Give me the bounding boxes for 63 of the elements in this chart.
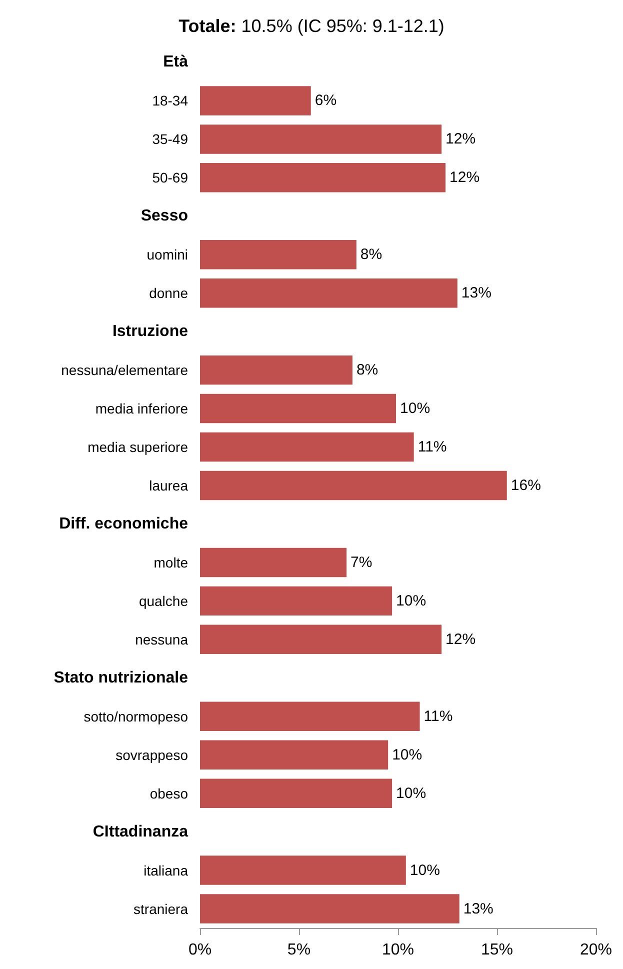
bar — [200, 624, 442, 654]
y-tick-label: straniera — [134, 900, 188, 917]
y-tick-label: laurea — [149, 478, 188, 494]
y-tick-label: media superiore — [88, 439, 188, 456]
data-label: 12% — [450, 169, 480, 186]
data-label: 12% — [446, 130, 476, 148]
bar — [200, 394, 396, 424]
bar — [200, 548, 347, 578]
y-tick-label: CIttadinanza — [92, 823, 188, 840]
y-tick-label: sovrappeso — [116, 746, 188, 763]
data-label: 11% — [418, 438, 447, 456]
bar — [200, 124, 442, 154]
bar — [200, 355, 352, 385]
data-label: 10% — [400, 400, 430, 418]
y-tick-label: obeso — [150, 785, 188, 802]
bar — [200, 163, 446, 192]
x-tick-label: 20% — [580, 942, 612, 958]
data-label: 6% — [314, 92, 337, 110]
data-label: 7% — [350, 554, 372, 571]
data-label: 10% — [392, 746, 422, 764]
y-tick-label: molte — [154, 554, 188, 570]
bar — [200, 894, 460, 924]
y-tick-label: Istruzione — [112, 323, 188, 340]
y-tick-label: 50-69 — [152, 170, 188, 186]
y-tick-label: nessuna — [135, 631, 188, 648]
x-tick-label: 0% — [188, 942, 212, 958]
bar — [200, 470, 507, 500]
y-tick-label: Età — [163, 54, 188, 71]
data-label: 10% — [396, 592, 426, 610]
y-tick-label: donne — [149, 285, 188, 302]
bar — [200, 240, 356, 270]
data-label: 10% — [396, 784, 426, 802]
bar — [200, 586, 392, 616]
bar — [200, 856, 406, 885]
data-label: 10% — [410, 862, 440, 879]
bar — [200, 778, 392, 808]
chart-title: Totale: 10.5% (IC 95%: 9.1-12.1) — [178, 16, 444, 36]
bar — [200, 278, 458, 308]
x-tick-label: 15% — [480, 942, 514, 958]
y-tick-label: qualche — [138, 592, 188, 609]
y-tick-label: media inferiore — [95, 400, 188, 417]
y-tick-label: italiana — [144, 862, 188, 878]
bar — [200, 432, 414, 462]
data-label: 12% — [446, 630, 476, 648]
y-tick-label: 18-34 — [152, 92, 188, 109]
data-label: 16% — [510, 477, 541, 494]
y-tick-label: 35-49 — [152, 131, 188, 148]
x-tick-label: 10% — [382, 942, 414, 958]
y-tick-label: Stato nutrizionale — [54, 669, 188, 686]
bar — [200, 86, 311, 116]
data-label: 8% — [356, 362, 378, 379]
y-tick-label: nessuna/elementare — [61, 362, 188, 378]
x-tick-label: 5% — [287, 942, 311, 958]
data-label: 8% — [360, 246, 382, 264]
y-tick-label: Diff. economiche — [59, 515, 188, 532]
bar — [200, 740, 388, 770]
bar — [200, 702, 420, 731]
y-tick-label: uomini — [146, 246, 188, 263]
data-label: 13% — [461, 284, 492, 302]
y-tick-label: Sesso — [140, 208, 188, 225]
y-tick-label: sotto/normopeso — [84, 708, 188, 724]
data-label: 13% — [463, 900, 494, 918]
data-label: 11% — [424, 708, 453, 725]
